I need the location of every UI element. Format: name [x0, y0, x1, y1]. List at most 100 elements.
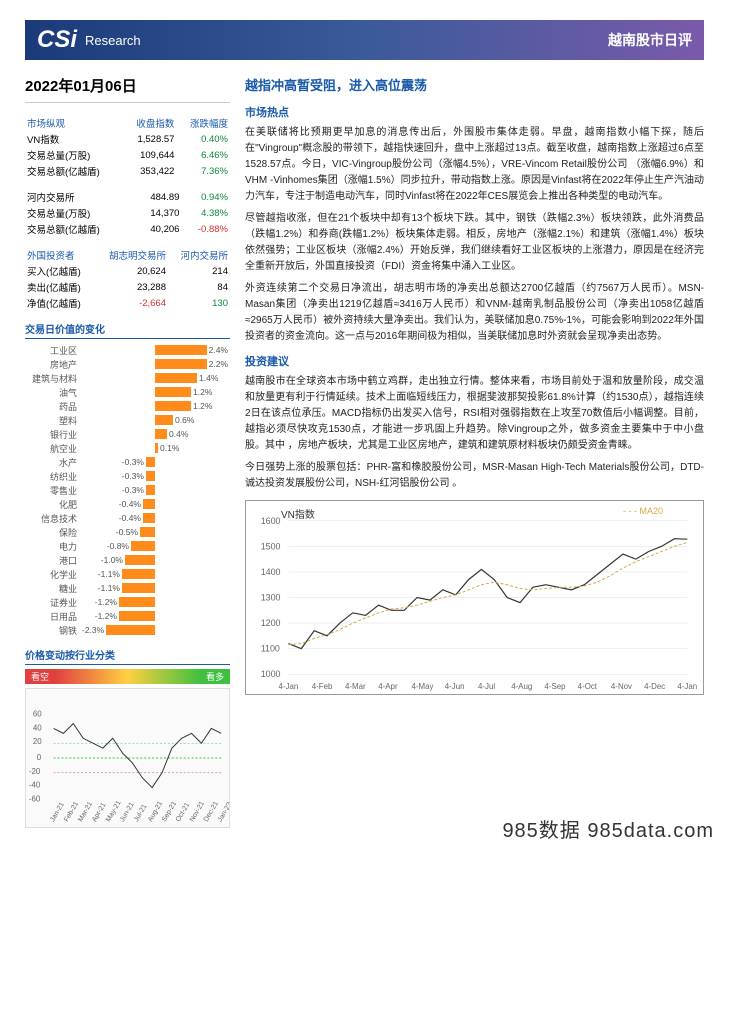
svg-text:4-May: 4-May [411, 682, 433, 691]
sector-bar-row: 纺织业-0.3% [25, 469, 230, 483]
sector-label: 证券业 [25, 596, 80, 609]
sector-bar-row: 建筑与材料1.4% [25, 371, 230, 385]
mo-title: 市场纵观 [25, 115, 123, 131]
sector-label: 油气 [25, 386, 80, 399]
sector-value: 1.4% [197, 373, 220, 383]
svg-text:-40: -40 [29, 781, 41, 790]
sector-bar-positive [155, 359, 207, 369]
row-value-2: 130 [168, 295, 230, 311]
fi-col2: 河内交易所 [168, 247, 230, 263]
advice-section-title: 投资建议 [245, 353, 704, 369]
svg-text:1400: 1400 [261, 567, 281, 577]
row-value-1: 353,422 [123, 163, 177, 179]
svg-text:4-Mar: 4-Mar [345, 682, 366, 691]
svg-text:1600: 1600 [261, 516, 281, 526]
svg-text:-60: -60 [29, 794, 41, 803]
svg-text:4-Aug: 4-Aug [511, 682, 532, 691]
row-label: 净值(亿越盾) [25, 295, 95, 311]
sentiment-title: 价格变动按行业分类 [25, 647, 230, 665]
sector-bar-positive [155, 401, 191, 411]
sector-value: 0.6% [173, 415, 196, 425]
svg-text:-20: -20 [29, 767, 41, 776]
sector-value: -0.8% [105, 541, 131, 551]
sector-bar-row: 证券业-1.2% [25, 595, 230, 609]
svg-text:1300: 1300 [261, 592, 281, 602]
svg-text:4-Dec: 4-Dec [644, 682, 665, 691]
main-content: 越指冲高暂受阻，进入高位震荡 市场热点 在美联储将比预期更早加息的消息传出后，外… [245, 75, 704, 828]
sector-value: -0.3% [120, 471, 146, 481]
svg-text:1200: 1200 [261, 618, 281, 628]
market-overview-table: 市场纵观 收盘指数 涨跌幅度 VN指数1,528.570.40%交易总量(万股)… [25, 115, 230, 179]
report-date: 2022年01月06日 [25, 75, 230, 103]
sector-label: 航空业 [25, 442, 80, 455]
paragraph-3: 外资连续第二个交易日净流出，胡志明市场的净卖出总额达2700亿越盾（约7567万… [245, 281, 704, 345]
sentiment-gradient [55, 669, 200, 684]
row-value-1: 109,644 [123, 147, 177, 163]
sector-bar-negative [146, 485, 155, 495]
sector-label: 工业区 [25, 344, 80, 357]
sector-label: 药品 [25, 400, 80, 413]
sector-bar-positive [155, 415, 173, 425]
sector-value: -1.1% [96, 569, 122, 579]
sector-label: 电力 [25, 540, 80, 553]
svg-text:1100: 1100 [261, 644, 280, 654]
sector-bar-row: 化学业-1.1% [25, 567, 230, 581]
sector-bar-chart: 工业区2.4%房地产 2.2% 建筑与材料1.4%油气 1.2% 药品 1.2% 塑料 0.6… [25, 343, 230, 637]
sector-bar-negative [146, 457, 155, 467]
row-value-1: 484.89 [134, 189, 181, 205]
sector-bar-row: 药品 1.2% [25, 399, 230, 413]
vn-chart-svg: 1600150014001300120011001000 4-Jan4-Feb4… [246, 501, 703, 694]
svg-text:4-Jan: 4-Jan [677, 682, 697, 691]
sector-label: 塑料 [25, 414, 80, 427]
logo-subtitle: Research [85, 33, 141, 48]
svg-text:20: 20 [33, 737, 42, 746]
sector-label: 化肥 [25, 498, 80, 511]
sector-value: 1.2% [191, 387, 214, 397]
sector-bar-row: 保险-0.5% [25, 525, 230, 539]
svg-text:40: 40 [33, 723, 42, 732]
sector-bar-row: 水产 -0.3% [25, 455, 230, 469]
sentiment-bear-label: 看空 [25, 669, 55, 684]
svg-text:4-Nov: 4-Nov [611, 682, 632, 691]
sector-bar-row: 工业区2.4% [25, 343, 230, 357]
sector-bar-negative [146, 471, 155, 481]
row-value-2: -0.88% [181, 221, 230, 237]
sector-value: 2.2% [207, 359, 230, 369]
sector-bar-row: 房地产 2.2% [25, 357, 230, 371]
sector-label: 信息技术 [25, 512, 80, 525]
sector-value: -0.3% [120, 457, 146, 467]
sector-bar-negative [119, 611, 155, 621]
row-label: 交易总量(万股) [25, 205, 134, 221]
table-row: 买入(亿越盾)20,624214 [25, 263, 230, 279]
paragraph-2: 尽管越指收涨，但在21个板块中却有13个板块下跌。其中，钢铁（跌幅2.3%）板块… [245, 211, 704, 275]
row-label: 河内交易所 [25, 189, 134, 205]
sector-label: 水产 [25, 456, 80, 469]
table-row: VN指数1,528.570.40% [25, 131, 230, 147]
logo-text: CSi [37, 26, 77, 54]
hot-section-title: 市场热点 [245, 104, 704, 120]
row-value-1: 1,528.57 [123, 131, 177, 147]
svg-text:4-Sep: 4-Sep [544, 682, 566, 691]
sector-bar-positive [155, 387, 191, 397]
sector-value: 0.1% [158, 443, 181, 453]
sector-change-title: 交易日价值的变化 [25, 321, 230, 339]
sector-label: 房地产 [25, 358, 80, 371]
row-value-2: 6.46% [176, 147, 230, 163]
sector-bar-row: 航空业 0.1% [25, 441, 230, 455]
svg-text:4-Feb: 4-Feb [312, 682, 333, 691]
sector-bar-row: 电力 -0.8% [25, 539, 230, 553]
sector-bar-negative [143, 499, 155, 509]
sector-bar-positive [155, 373, 197, 383]
left-sidebar: 2022年01月06日 市场纵观 收盘指数 涨跌幅度 VN指数1,528.570… [25, 75, 230, 828]
sector-bar-row: 化肥 -0.4% [25, 497, 230, 511]
sector-value: -0.4% [117, 513, 143, 523]
sector-value: -0.4% [117, 499, 143, 509]
vn-chart-legend: - - - MA20 [623, 506, 663, 516]
sector-value: -2.3% [80, 625, 106, 635]
table-row: 交易总量(万股)14,3704.38% [25, 205, 230, 221]
mo-col2: 涨跌幅度 [176, 115, 230, 131]
sector-bar-row: 信息技术 -0.4% [25, 511, 230, 525]
row-value-2: 4.38% [181, 205, 230, 221]
mini-chart-svg: 60 40 20 0 -20 -40 -60 Jan-21Feb-21Mar-2… [26, 689, 229, 827]
sector-value: 1.2% [191, 401, 214, 411]
